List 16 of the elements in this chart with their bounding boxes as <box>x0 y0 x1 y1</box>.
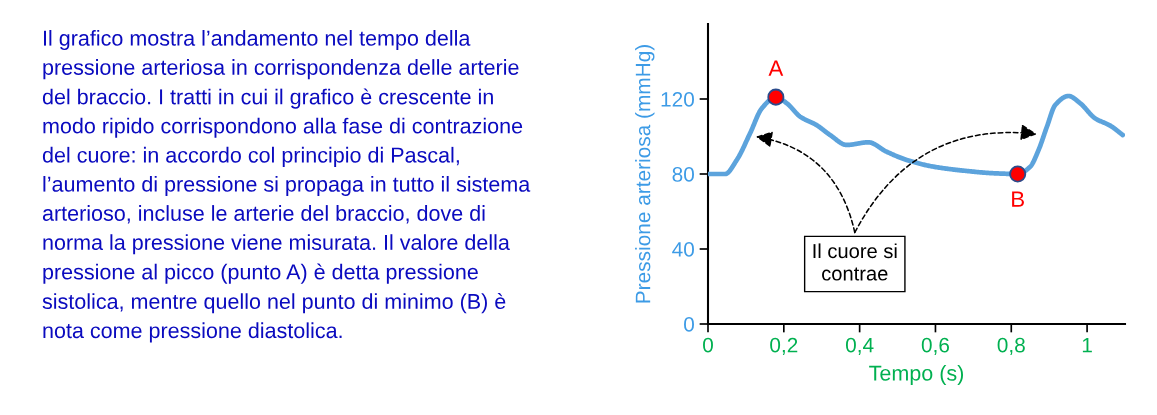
y-tick-label: 0 <box>684 317 694 332</box>
x-tick-label: 1 <box>1082 337 1092 353</box>
y-axis-title: Pressione arteriosa (mmHg) <box>635 45 655 303</box>
x-axis-title: Tempo (s) <box>869 364 964 386</box>
x-tick-label: 0,8 <box>997 337 1025 355</box>
y-tick-label: 120 <box>661 92 694 107</box>
x-tick-label: 0,4 <box>845 337 874 355</box>
y-tick-label: 40 <box>672 242 694 257</box>
annotation: B <box>1012 191 1024 207</box>
annotation: Il cuore si contrae <box>813 243 897 281</box>
x-tick-label: 0,6 <box>921 337 950 355</box>
text: Il grafico mostra l’andamento nel tempo della pressione arteriosa in corrispondenza delle arterie del braccio. I tratti in cui il grafico è crescente in modo ripido corrispondono alla fase di contrazione del cuore: in accordo col principio di Pascal, l’aumento di pressione si propaga in tutto il sistema arterioso, incluse le arterie del braccio, dove di norma la pressione viene misurata. Il valore della pressione al picco (punto A) è detta pressione sistolica, mentre quello nel punto di minimo (B) è nota come pressione diastolica. <box>42 30 531 343</box>
x-tick-label: 0 <box>703 337 713 353</box>
y-tick-label: 80 <box>672 167 694 182</box>
x-tick-label: 0,2 <box>770 337 798 355</box>
annotation: A <box>768 60 784 76</box>
